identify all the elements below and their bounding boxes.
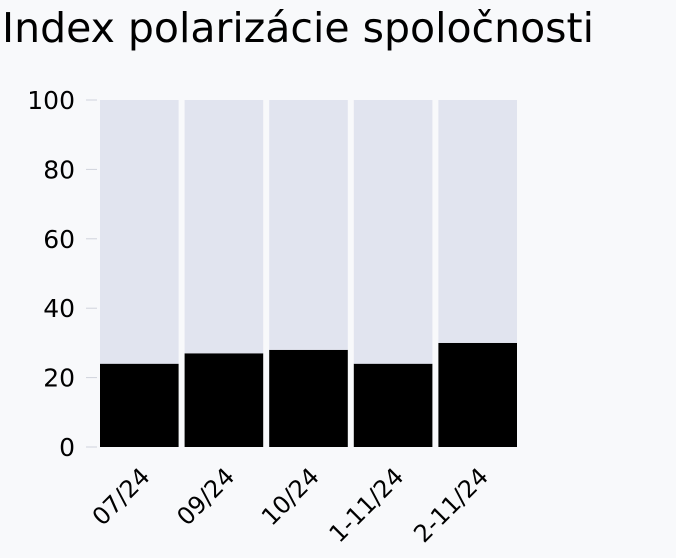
y-tick-label: 60 bbox=[43, 225, 75, 254]
bar-segment bbox=[438, 100, 517, 343]
y-tick-label: 100 bbox=[27, 86, 75, 115]
chart-title: Index polarizácie spoločnosti bbox=[2, 4, 594, 52]
y-tick-label: 40 bbox=[43, 294, 75, 323]
bar-segment bbox=[100, 363, 179, 447]
bar-segment bbox=[353, 363, 433, 447]
y-tick-label: 80 bbox=[43, 155, 75, 184]
x-tick-label: 09/24 bbox=[171, 462, 240, 531]
bar-segment bbox=[184, 353, 264, 447]
y-tick-label: 0 bbox=[59, 433, 75, 462]
bar-segment bbox=[438, 342, 517, 447]
x-tick-label: 1-11/24 bbox=[324, 462, 410, 548]
y-tick-label: 20 bbox=[43, 364, 75, 393]
x-tick-label: 2-11/24 bbox=[408, 462, 494, 548]
x-tick-label: 07/24 bbox=[87, 462, 156, 531]
bar-segment bbox=[184, 100, 264, 354]
bar-segment bbox=[100, 100, 179, 364]
bar-segment bbox=[269, 100, 348, 350]
bar-segment bbox=[353, 100, 433, 364]
bar-segment bbox=[269, 349, 348, 447]
x-tick-label: 10/24 bbox=[256, 462, 325, 531]
